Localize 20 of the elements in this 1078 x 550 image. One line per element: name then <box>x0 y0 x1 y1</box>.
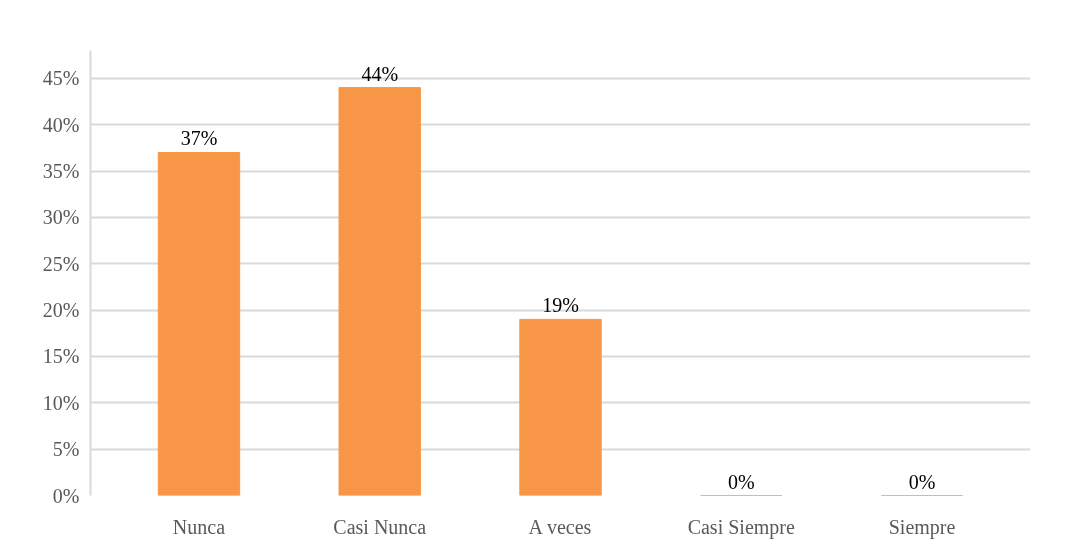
data-label: 0% <box>727 470 755 493</box>
y-tick-label: 0% <box>52 484 80 507</box>
x-tick-label: Nunca <box>172 515 226 538</box>
y-tick-label: 35% <box>42 160 80 183</box>
y-tick-label: 30% <box>42 206 80 229</box>
data-label: 44% <box>361 62 399 85</box>
y-tick-label: 25% <box>42 252 80 275</box>
y-tick-label: 40% <box>42 113 80 136</box>
y-tick-label: 20% <box>42 299 80 322</box>
data-label: 0% <box>908 470 936 493</box>
data-label: 19% <box>542 294 579 317</box>
x-tick-label: Casi Siempre <box>687 515 795 539</box>
y-tick-label: 45% <box>42 67 80 90</box>
y-tick-label: 15% <box>42 345 80 368</box>
x-tick-label: Siempre <box>888 515 956 539</box>
data-label: 37% <box>180 127 218 150</box>
x-tick-label: Casi Nunca <box>333 515 427 538</box>
y-tick-label: 10% <box>42 391 80 414</box>
x-tick-label: A veces <box>528 515 592 538</box>
y-tick-label: 5% <box>52 438 80 461</box>
